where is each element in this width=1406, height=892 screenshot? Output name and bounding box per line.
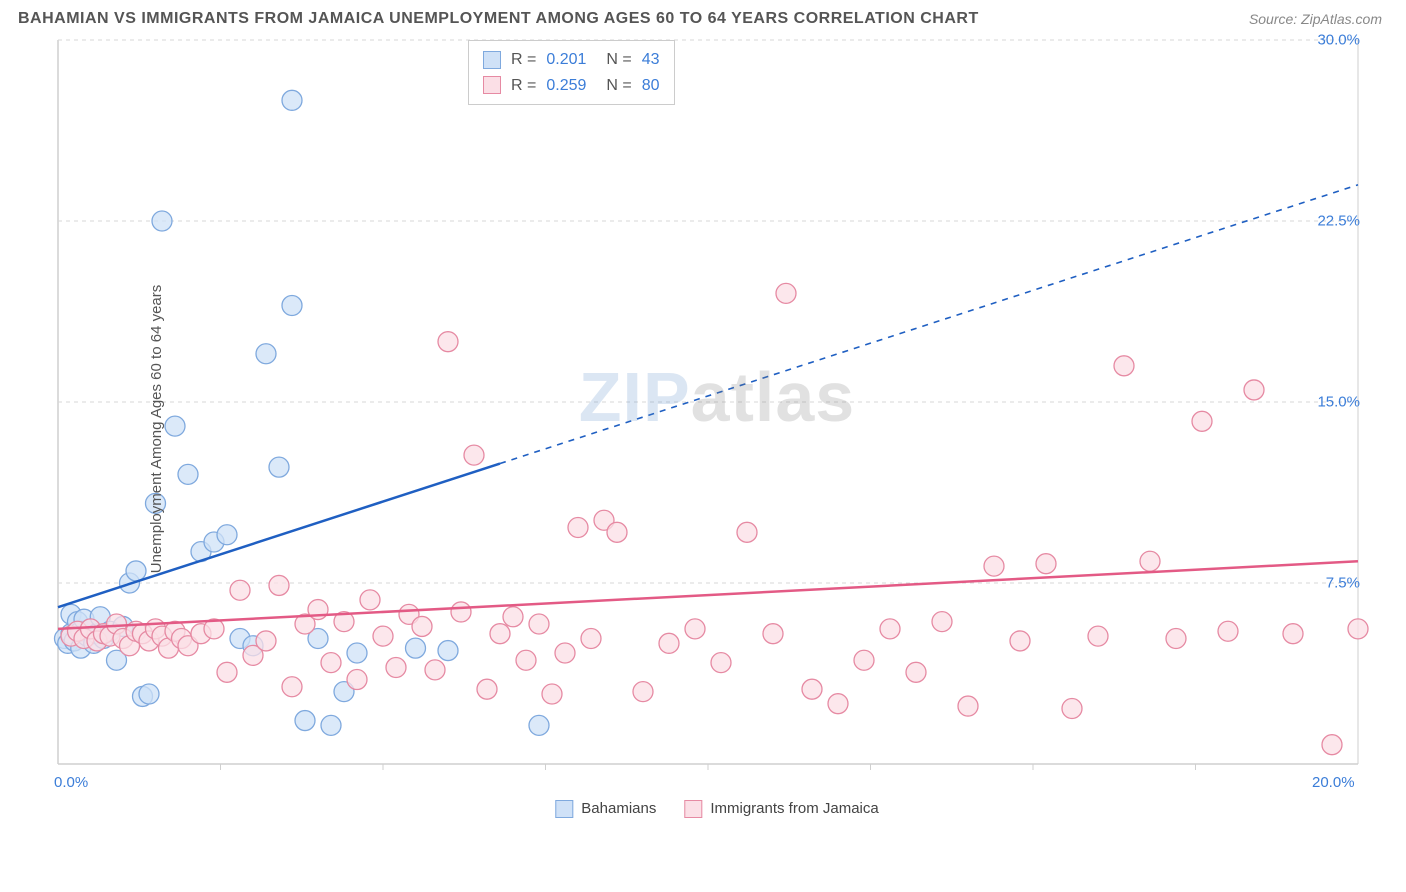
legend-label: Bahamians — [581, 800, 656, 817]
legend-swatch-icon — [483, 76, 501, 94]
y-tick-label: 7.5% — [1326, 575, 1360, 592]
y-tick-label: 22.5% — [1317, 213, 1360, 230]
x-tick-label: 0.0% — [54, 774, 88, 791]
y-tick-label: 15.0% — [1317, 394, 1360, 411]
n-value: 43 — [642, 47, 660, 73]
n-value: 80 — [642, 73, 660, 99]
correlation-stat-box: R = 0.201 N = 43 R = 0.259 N = 80 — [468, 40, 675, 105]
r-label: R = — [511, 47, 536, 73]
legend-label: Immigrants from Jamaica — [710, 800, 878, 817]
y-tick-label: 30.0% — [1317, 32, 1360, 49]
r-value: 0.259 — [546, 73, 586, 99]
legend-swatch-icon — [684, 800, 702, 818]
n-label: N = — [606, 47, 631, 73]
legend-swatch-icon — [483, 51, 501, 69]
chart-header: BAHAMIAN VS IMMIGRANTS FROM JAMAICA UNEM… — [0, 0, 1406, 34]
stat-row: R = 0.201 N = 43 — [483, 47, 660, 73]
chart-area: Unemployment Among Ages 60 to 64 years Z… — [48, 34, 1386, 824]
legend: Bahamians Immigrants from Jamaica — [555, 800, 878, 818]
legend-item: Immigrants from Jamaica — [684, 800, 878, 818]
stat-row: R = 0.259 N = 80 — [483, 73, 660, 99]
chart-source: Source: ZipAtlas.com — [1249, 11, 1382, 27]
legend-item: Bahamians — [555, 800, 656, 818]
n-label: N = — [606, 73, 631, 99]
r-label: R = — [511, 73, 536, 99]
y-axis-label: Unemployment Among Ages 60 to 64 years — [148, 285, 165, 574]
chart-title: BAHAMIAN VS IMMIGRANTS FROM JAMAICA UNEM… — [18, 10, 979, 28]
scatter-plot — [48, 34, 1386, 794]
legend-swatch-icon — [555, 800, 573, 818]
r-value: 0.201 — [546, 47, 586, 73]
x-tick-label: 20.0% — [1312, 774, 1355, 791]
